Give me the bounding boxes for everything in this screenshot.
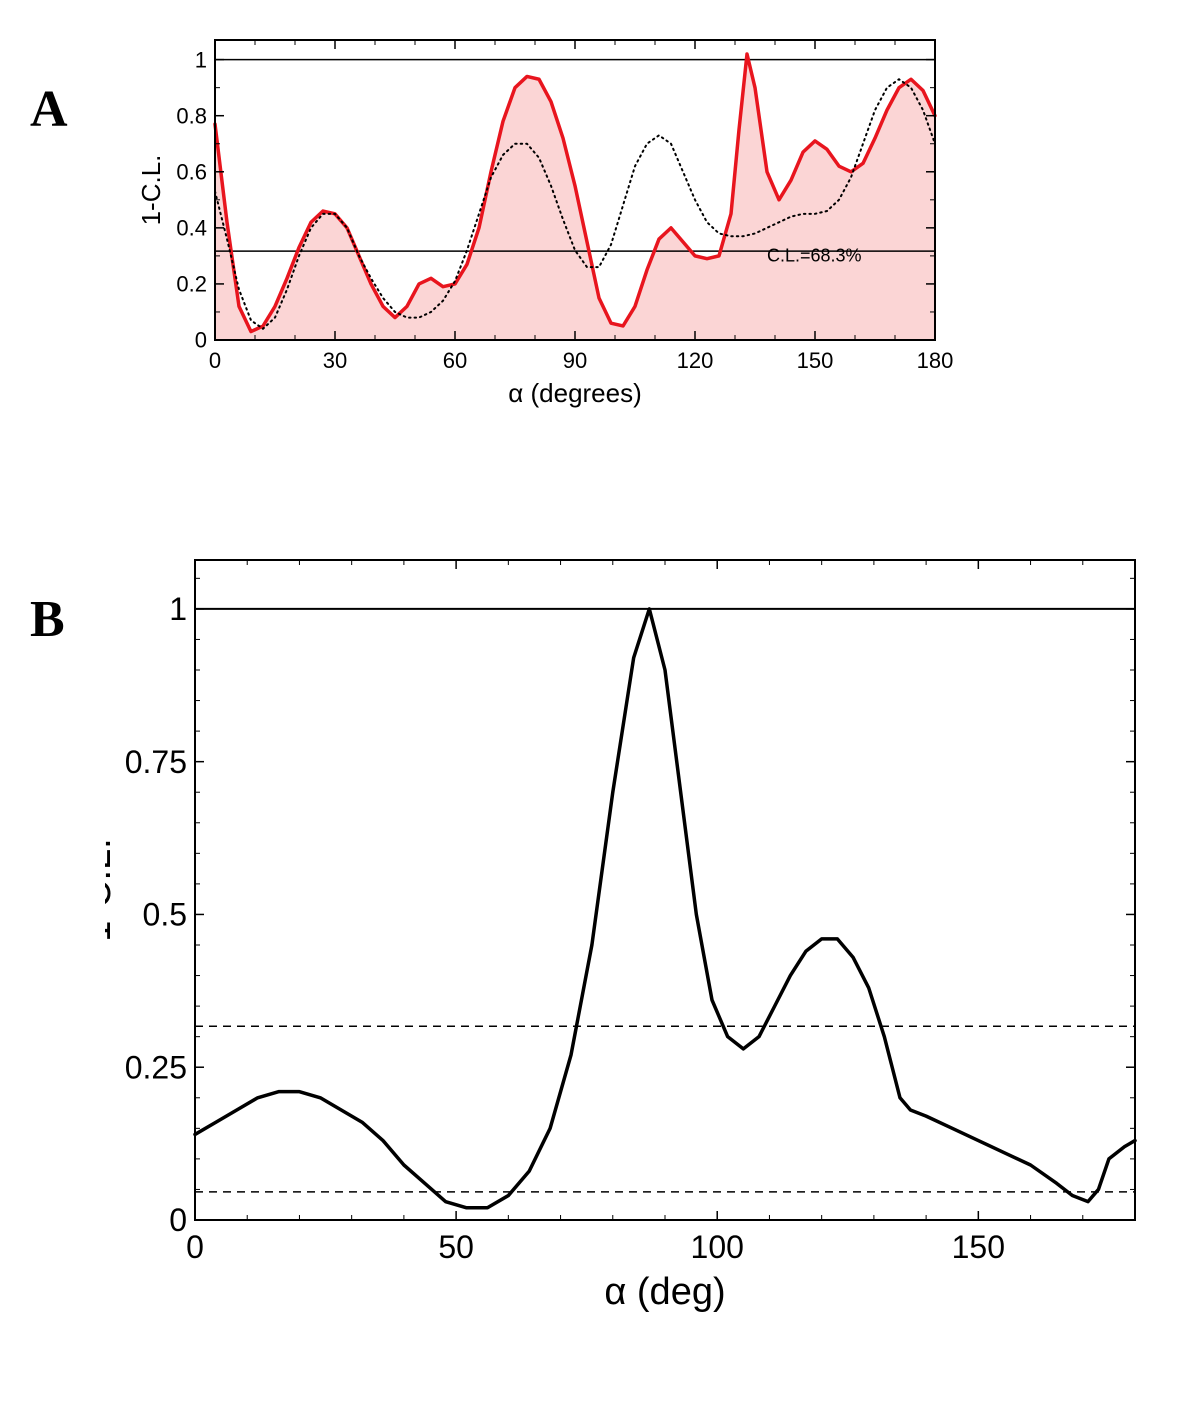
xtick-label: 150 [797,348,834,373]
xtick-label: 100 [691,1229,744,1265]
xtick-label: 90 [563,348,587,373]
xtick-label: 30 [323,348,347,373]
xtick-label: 0 [209,348,221,373]
panel-b-label: B [30,590,65,649]
ytick-label: 0.4 [176,216,207,241]
ytick-label: 0 [169,1202,187,1238]
ytick-label: 0 [195,328,207,353]
xtick-label: 50 [438,1229,474,1265]
ytick-label: 0.6 [176,159,207,184]
solid-red-fill [215,54,935,340]
xtick-label: 0 [186,1229,204,1265]
panel-a-chart: 0 30 60 90 120 150 180 0 0.2 0.4 0.6 0.8 1 α (degrees… [125,20,1005,480]
solid-black-line [195,609,1135,1208]
ytick-label: 0.8 [176,103,207,128]
ytick-label: 0.75 [125,744,187,780]
y-axis-label: 1-C.L. [105,838,119,941]
x-axis-label: α (deg) [604,1271,725,1313]
ytick-label: 0.25 [125,1049,187,1085]
panel-a-label: A [30,80,68,139]
axis-frame [195,560,1135,1220]
ytick-label: 1 [169,591,187,627]
figure-page: A 030609012015018000.20.40.60.81α (degre… [0,0,1200,1407]
xtick-label: 120 [677,348,714,373]
xtick-label: 150 [952,1229,1005,1265]
ytick-label: 0.5 [143,897,187,933]
x-axis-label: α (degrees) [508,378,642,408]
y-axis-label: 1-C.L. [136,155,166,226]
panel-b-chart: 0 50 100 150 0 0.25 0.5 0.75 1 α (deg) 1-C.L. [105,540,1200,1360]
ytick-label: 1 [195,47,207,72]
xtick-label: 180 [917,348,954,373]
xtick-label: 60 [443,348,467,373]
chart-annotation: C.L.=68.3% [767,245,862,265]
ytick-label: 0.2 [176,272,207,297]
